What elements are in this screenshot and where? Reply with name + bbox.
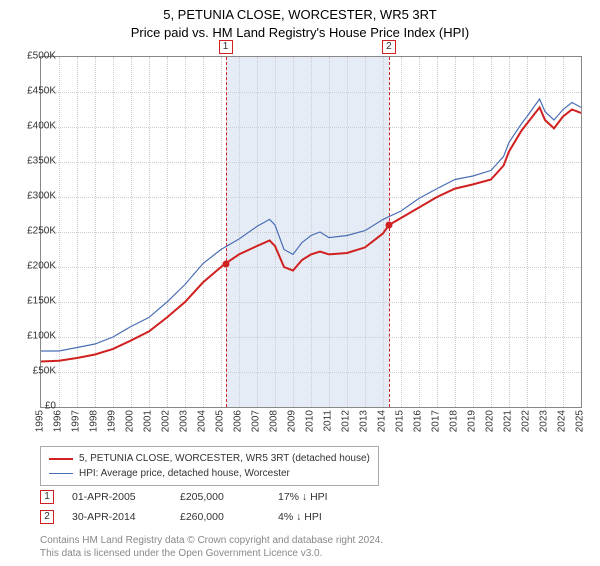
y-tick-label: £350K <box>16 156 56 167</box>
plot-area <box>41 57 581 407</box>
legend-swatch <box>49 473 73 474</box>
x-tick-label: 2023 <box>539 410 550 432</box>
sale-diff: 4% ↓ HPI <box>278 511 322 523</box>
x-tick-label: 2024 <box>557 410 568 432</box>
x-tick-label: 2013 <box>359 410 370 432</box>
x-tick-label: 2007 <box>251 410 262 432</box>
x-tick-label: 2014 <box>377 410 388 432</box>
x-tick-label: 2000 <box>125 410 136 432</box>
series-line-property <box>41 107 581 361</box>
x-tick-label: 2012 <box>341 410 352 432</box>
sale-date: 01-APR-2005 <box>72 491 162 503</box>
y-tick-label: £100K <box>16 331 56 342</box>
container: 5, PETUNIA CLOSE, WORCESTER, WR5 3RT Pri… <box>0 6 600 566</box>
y-tick-label: £500K <box>16 51 56 62</box>
x-tick-label: 2004 <box>197 410 208 432</box>
legend-label: HPI: Average price, detached house, Worc… <box>79 466 290 481</box>
footer-line-2: This data is licensed under the Open Gov… <box>40 547 383 560</box>
legend: 5, PETUNIA CLOSE, WORCESTER, WR5 3RT (de… <box>40 446 379 486</box>
x-tick-label: 2022 <box>521 410 532 432</box>
sale-row: 1 01-APR-2005 £205,000 17% ↓ HPI <box>40 490 328 504</box>
x-tick-label: 2008 <box>269 410 280 432</box>
x-tick-label: 2001 <box>143 410 154 432</box>
x-tick-label: 2016 <box>413 410 424 432</box>
x-tick-label: 2009 <box>287 410 298 432</box>
chart-area <box>40 56 582 408</box>
footer-line-1: Contains HM Land Registry data © Crown c… <box>40 534 383 547</box>
x-tick-label: 2017 <box>431 410 442 432</box>
x-tick-label: 2003 <box>179 410 190 432</box>
marker-number-box: 2 <box>382 40 396 54</box>
title-line-1: 5, PETUNIA CLOSE, WORCESTER, WR5 3RT <box>0 6 600 24</box>
x-tick-label: 1997 <box>71 410 82 432</box>
x-tick-label: 1996 <box>53 410 64 432</box>
y-tick-label: £450K <box>16 86 56 97</box>
footer: Contains HM Land Registry data © Crown c… <box>40 534 383 560</box>
y-tick-label: £50K <box>16 366 56 377</box>
x-tick-label: 1999 <box>107 410 118 432</box>
title-line-2: Price paid vs. HM Land Registry's House … <box>0 24 600 42</box>
series-line-hpi <box>41 99 581 351</box>
sale-marker-num: 1 <box>40 490 54 504</box>
sale-diff: 17% ↓ HPI <box>278 491 328 503</box>
sale-price: £205,000 <box>180 491 260 503</box>
x-tick-label: 2006 <box>233 410 244 432</box>
legend-item: 5, PETUNIA CLOSE, WORCESTER, WR5 3RT (de… <box>49 451 370 466</box>
sale-marker-num: 2 <box>40 510 54 524</box>
y-tick-label: £300K <box>16 191 56 202</box>
x-tick-label: 2002 <box>161 410 172 432</box>
x-tick-label: 2025 <box>575 410 586 432</box>
y-tick-label: £200K <box>16 261 56 272</box>
x-tick-label: 2005 <box>215 410 226 432</box>
chart-title: 5, PETUNIA CLOSE, WORCESTER, WR5 3RT Pri… <box>0 6 600 41</box>
y-tick-label: £250K <box>16 226 56 237</box>
marker-number-box: 1 <box>219 40 233 54</box>
x-tick-label: 2019 <box>467 410 478 432</box>
x-tick-label: 2015 <box>395 410 406 432</box>
legend-label: 5, PETUNIA CLOSE, WORCESTER, WR5 3RT (de… <box>79 451 370 466</box>
x-tick-label: 2010 <box>305 410 316 432</box>
x-tick-label: 1998 <box>89 410 100 432</box>
sale-row: 2 30-APR-2014 £260,000 4% ↓ HPI <box>40 510 322 524</box>
x-tick-label: 2018 <box>449 410 460 432</box>
x-tick-label: 2021 <box>503 410 514 432</box>
legend-item: HPI: Average price, detached house, Worc… <box>49 466 370 481</box>
x-tick-label: 1995 <box>35 410 46 432</box>
x-tick-label: 2020 <box>485 410 496 432</box>
y-tick-label: £150K <box>16 296 56 307</box>
sale-date: 30-APR-2014 <box>72 511 162 523</box>
y-tick-label: £400K <box>16 121 56 132</box>
legend-swatch <box>49 458 73 460</box>
x-tick-label: 2011 <box>323 410 334 432</box>
sale-price: £260,000 <box>180 511 260 523</box>
